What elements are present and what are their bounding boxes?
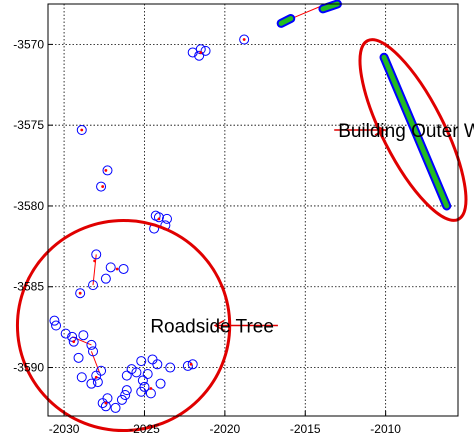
cluster-center [93,259,97,263]
scan-point [121,370,132,381]
scan-point [67,331,78,342]
scan-point [139,381,150,392]
scan-point [131,367,142,378]
scan-point [120,389,131,400]
scan-point [76,125,87,136]
scan-point [51,320,62,331]
scan-point [75,288,86,299]
scan-point [187,359,198,370]
wall-segments [276,0,452,211]
scan-point [60,328,71,339]
cluster-centers [72,38,246,405]
scan-point [121,385,132,396]
cluster-center [115,267,119,271]
x-tick-label: -2015 [290,422,321,436]
scan-point [147,354,158,365]
scan-point [100,273,111,284]
scan-point [68,336,79,347]
link-line [71,336,92,346]
scan-point [136,386,147,397]
scan-point [86,339,97,350]
wall-core [381,54,450,209]
scan-point [96,181,107,192]
scan-point [91,249,102,260]
x-tick-label: -2030 [49,422,80,436]
scan-point [182,360,193,371]
cluster-center [78,291,82,295]
scan-point [78,330,89,341]
annotations: Building Outer Wall Roadside Tree [15,38,474,433]
y-tick-label: -3585 [13,280,44,294]
cluster-center [80,128,84,132]
x-tick-label: -2010 [370,422,401,436]
scan-point [137,375,148,386]
x-tick-label: -2025 [129,422,160,436]
scan-point [102,165,113,176]
plot-frame [47,3,459,417]
scan-point [200,45,211,56]
arrow-head-icon [213,319,225,332]
scan-point [88,346,99,357]
scan-point [110,402,121,413]
scan-point [105,262,116,273]
scan-point [76,372,87,383]
wall-core [320,1,340,12]
x-axis-ticks: -2030 -2025 -2020 -2015 -2010 [49,411,401,436]
cluster-center [242,38,246,41]
annotation-label: Building Outer Wall [338,121,474,142]
cluster-center [189,362,193,366]
scan-point [155,378,166,389]
scan-point [88,280,99,291]
scan-points [49,34,250,413]
scan-point [153,212,164,223]
cluster-center [104,169,108,172]
scan-point [136,356,147,367]
cluster-center [157,217,161,221]
y-axis-ticks: -3570 -3575 -3580 -3585 -3590 [13,37,53,375]
scan-point [145,388,156,399]
cluster-center [101,185,105,188]
y-tick-label: -3580 [13,199,44,213]
annotation-label: Roadside Tree [150,317,274,338]
scan-point [91,370,102,381]
cluster-center [94,375,98,379]
y-tick-label: -3575 [13,118,44,132]
scan-point [116,394,127,405]
link-line [92,254,97,286]
arrow-head-icon [374,124,386,136]
wall-core [278,16,294,26]
cluster-center [149,387,153,390]
y-tick-label: -3590 [13,361,44,375]
x-tick-label: -2020 [210,422,241,436]
scan-point [92,377,103,388]
scan-point [73,352,84,363]
scan-point [152,359,163,370]
cluster-center [72,340,76,344]
scan-point [194,50,205,61]
scan-point [49,315,60,326]
scan-point [142,368,153,379]
cluster-center [104,401,108,405]
scan-point [161,213,172,224]
scan-point [239,34,250,45]
y-tick-label: -3570 [13,37,44,51]
scan-point [102,393,113,404]
scan-point [165,362,176,373]
link-line [90,351,100,373]
grid-lines [48,4,458,416]
scan-point [86,378,97,389]
scan-point [118,263,129,274]
cluster-center [199,51,203,54]
